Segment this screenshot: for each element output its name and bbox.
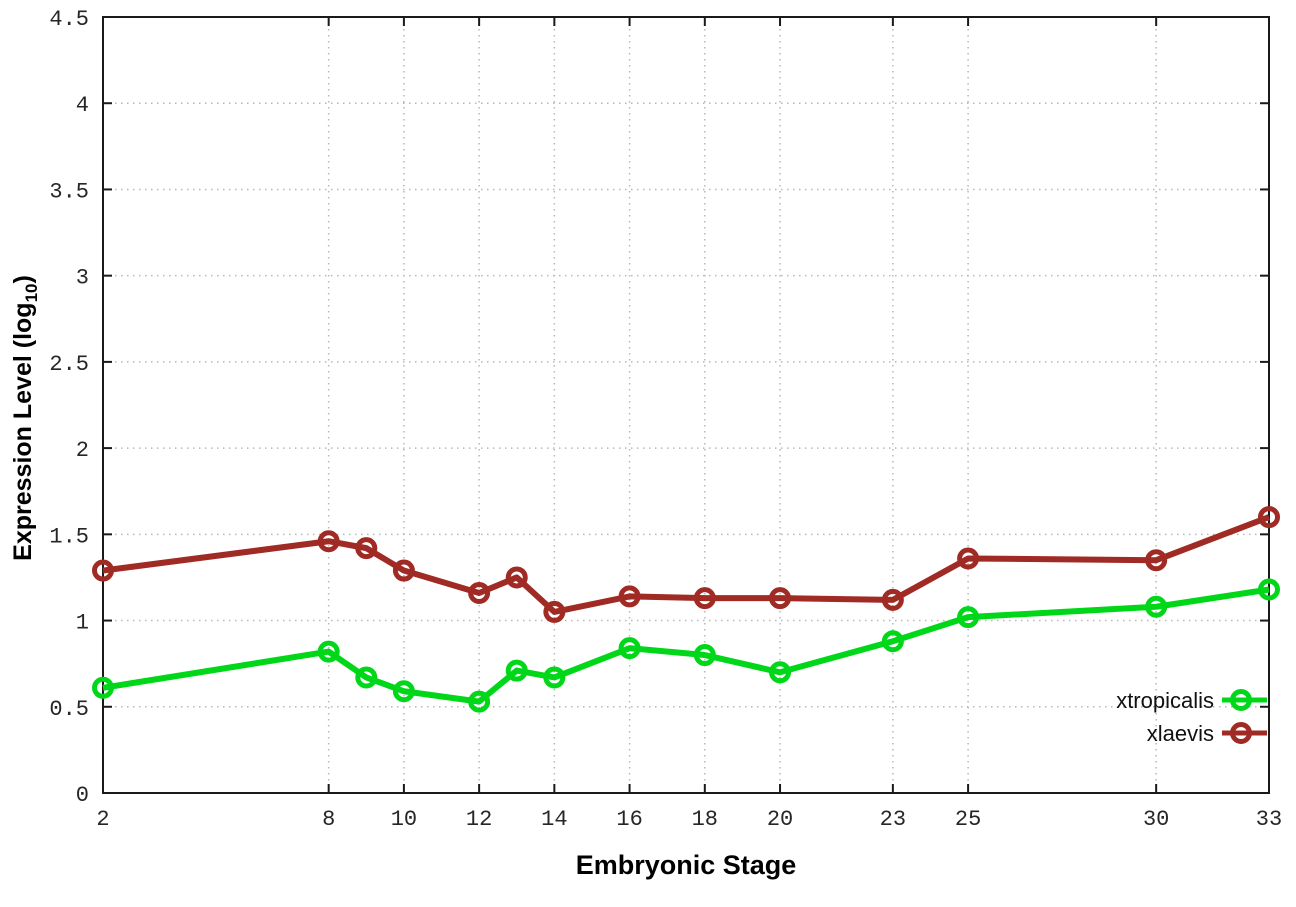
- data-point-xlaevis: [392, 559, 415, 582]
- y-axis-label-text: Expression Level (log: [9, 302, 37, 561]
- data-point-xlaevis: [468, 581, 491, 604]
- x-tick-label: 30: [1143, 807, 1169, 832]
- data-point-xlaevis: [957, 547, 980, 570]
- y-tick-label: 3: [76, 266, 89, 291]
- data-point-xtropicalis: [505, 659, 528, 682]
- y-tick-label: 4.5: [49, 7, 89, 32]
- data-point-xtropicalis: [881, 630, 904, 653]
- y-tick-label: 2.5: [49, 352, 89, 377]
- series-line-xlaevis: [102, 514, 1271, 615]
- y-tick-label: 0.5: [49, 697, 89, 722]
- data-point-xtropicalis: [317, 640, 340, 663]
- data-point-xtropicalis: [92, 676, 114, 699]
- x-tick-label: 23: [880, 807, 906, 832]
- legend-label-xlaevis: xlaevis: [1147, 721, 1214, 746]
- data-point-xlaevis: [769, 587, 792, 610]
- data-point-xlaevis: [618, 585, 641, 608]
- x-tick-label: 16: [616, 807, 642, 832]
- x-tick-label: 25: [955, 807, 981, 832]
- x-tick-label: 10: [391, 807, 417, 832]
- data-point-xtropicalis: [769, 661, 792, 684]
- y-axis-label-close: ): [9, 275, 37, 284]
- data-point-xlaevis: [1145, 549, 1168, 572]
- y-tick-label: 3.5: [49, 179, 89, 204]
- y-axis-label: Expression Level (log10): [1, 18, 45, 818]
- data-point-xtropicalis: [392, 680, 415, 703]
- data-point-xtropicalis: [618, 637, 641, 660]
- data-point-xtropicalis: [957, 606, 980, 629]
- data-point-xlaevis: [505, 566, 528, 589]
- legend-marker-xlaevis: [1230, 722, 1252, 744]
- y-tick-label: 1.5: [49, 524, 89, 549]
- y-tick-label: 1: [76, 611, 89, 636]
- data-point-xlaevis: [92, 559, 114, 582]
- y-tick-label: 0: [76, 783, 89, 808]
- data-point-xtropicalis: [1258, 578, 1280, 601]
- legend-label-xtropicalis: xtropicalis: [1116, 688, 1214, 713]
- data-point-xlaevis: [1258, 506, 1280, 529]
- x-tick-label: 2: [96, 807, 109, 832]
- series-line-xtropicalis: [102, 586, 1270, 705]
- data-point-xlaevis: [693, 587, 716, 610]
- data-point-xtropicalis: [468, 690, 491, 713]
- data-point-xtropicalis: [543, 666, 566, 689]
- x-tick-label: 20: [767, 807, 793, 832]
- data-point-xlaevis: [543, 600, 566, 623]
- data-point-xtropicalis: [693, 644, 716, 667]
- y-tick-label: 4: [76, 93, 89, 118]
- y-tick-label: 2: [76, 438, 89, 463]
- x-tick-label: 18: [692, 807, 718, 832]
- x-axis-label: Embryonic Stage: [575, 850, 797, 880]
- y-axis-label-subscript: 10: [22, 283, 41, 303]
- data-point-xlaevis: [355, 537, 378, 560]
- data-point-xlaevis: [317, 530, 340, 553]
- data-point-xlaevis: [881, 588, 904, 611]
- plot-border: [102, 16, 1270, 794]
- x-tick-label: 33: [1256, 807, 1282, 832]
- legend-marker-xtropicalis: [1230, 689, 1252, 711]
- data-point-xtropicalis: [355, 666, 378, 689]
- data-point-xtropicalis: [1145, 595, 1168, 618]
- x-tick-label: 12: [466, 807, 492, 832]
- x-tick-label: 8: [322, 807, 335, 832]
- x-tick-label: 14: [541, 807, 567, 832]
